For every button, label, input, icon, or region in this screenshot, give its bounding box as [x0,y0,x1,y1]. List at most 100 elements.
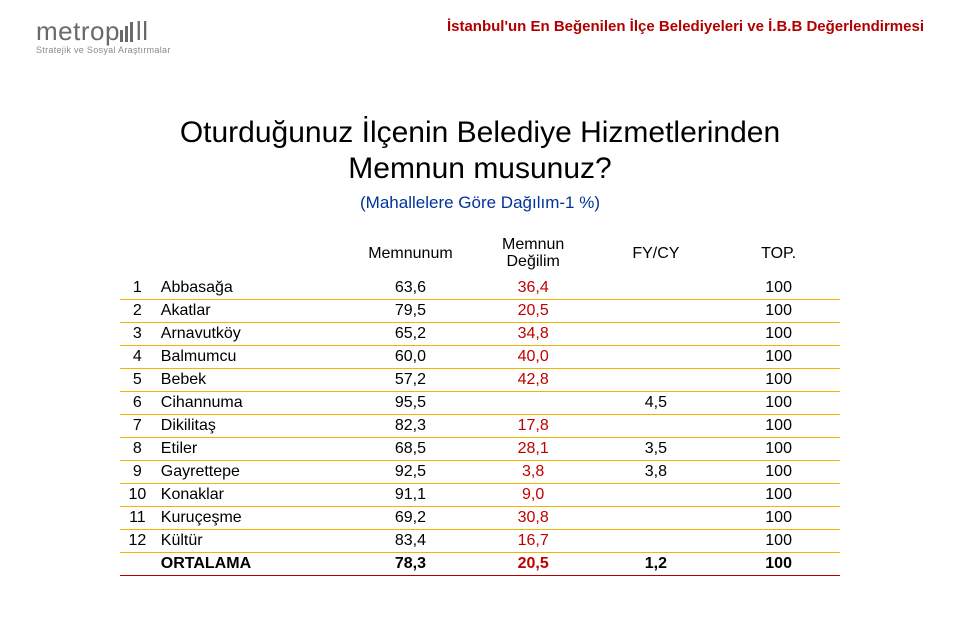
cell: 17,8 [472,414,595,437]
cell: Balmumcu [155,345,349,368]
cell: 28,1 [472,437,595,460]
cell: 100 [717,414,840,437]
cell: 5 [120,368,155,391]
cell: Bebek [155,368,349,391]
main-title: Oturduğunuz İlçenin Belediye Hizmetlerin… [36,115,924,187]
cell: 20,5 [472,299,595,322]
cell [595,368,718,391]
cell [595,345,718,368]
cell: 100 [717,529,840,552]
cell: 100 [717,345,840,368]
table-row: 2Akatlar79,520,5 100 [120,299,840,322]
avg-v2: 20,5 [472,552,595,575]
table-row: 11Kuruçeşme69,230,8 100 [120,506,840,529]
table-average-row: ORTALAMA 78,3 20,5 1,2 100 [120,552,840,575]
th-fycy: FY/CY [595,235,718,277]
cell: Dikilitaş [155,414,349,437]
main-title-line2: Memnun musunuz? [348,152,611,185]
cell: 9,0 [472,483,595,506]
table-row: 1Abbasağa63,636,4100 [120,277,840,300]
cell: 100 [717,322,840,345]
cell: 79,5 [349,299,472,322]
subtitle: (Mahallelere Göre Dağılım-1 %) [36,193,924,213]
cell: 68,5 [349,437,472,460]
cell: 3,8 [472,460,595,483]
cell: 9 [120,460,155,483]
cell: Akatlar [155,299,349,322]
cell: Etiler [155,437,349,460]
cell: Abbasağa [155,277,349,300]
cell [595,299,718,322]
cell: Konaklar [155,483,349,506]
table-head: Memnunum MemnunDeğilim FY/CY TOP. [120,235,840,277]
main-title-line1: Oturduğunuz İlçenin Belediye Hizmetlerin… [180,116,780,149]
cell: 6 [120,391,155,414]
cell: 8 [120,437,155,460]
cell: 92,5 [349,460,472,483]
cell: 10 [120,483,155,506]
table-row: 7Dikilitaş82,317,8100 [120,414,840,437]
table-row: 10Konaklar91,19,0 100 [120,483,840,506]
th-memnunum: Memnunum [349,235,472,277]
cell: 65,2 [349,322,472,345]
cell: 2 [120,299,155,322]
cell: 3 [120,322,155,345]
cell [595,529,718,552]
cell: Arnavutköy [155,322,349,345]
table-header-row: Memnunum MemnunDeğilim FY/CY TOP. [120,235,840,277]
cell: 3,8 [595,460,718,483]
table-body: 1Abbasağa63,636,41002Akatlar79,520,51003… [120,277,840,553]
table-row: 12Kültür83,416,7100 [120,529,840,552]
header-title: İstanbul'un En Beğenilen İlçe Belediyele… [447,18,924,35]
cell: 11 [120,506,155,529]
table-row: 8Etiler68,528,13,5100 [120,437,840,460]
cell: 100 [717,277,840,300]
logo-text-post: ll [136,18,149,44]
cell: 100 [717,299,840,322]
cell: 100 [717,483,840,506]
cell: 42,8 [472,368,595,391]
cell: 57,2 [349,368,472,391]
cell [595,277,718,300]
cell [595,322,718,345]
cell: Cihannuma [155,391,349,414]
th-idx [120,235,155,277]
cell [595,483,718,506]
cell: 3,5 [595,437,718,460]
cell [472,391,595,414]
cell: 1 [120,277,155,300]
table-row: 5Bebek57,242,8100 [120,368,840,391]
avg-v1: 78,3 [349,552,472,575]
cell: 82,3 [349,414,472,437]
avg-v3: 1,2 [595,552,718,575]
cell: Kültür [155,529,349,552]
cell: 91,1 [349,483,472,506]
cell: 100 [717,391,840,414]
cell: 4,5 [595,391,718,414]
cell: 95,5 [349,391,472,414]
cell: 34,8 [472,322,595,345]
logo-bars-icon [120,20,133,42]
logo-text-pre: metrop [36,18,120,44]
header-row: metrop ll Stratejik ve Sosyal Araştırmal… [36,18,924,55]
data-table: Memnunum MemnunDeğilim FY/CY TOP. 1Abbas… [120,235,840,576]
avg-name: ORTALAMA [155,552,349,575]
table-foot: ORTALAMA 78,3 20,5 1,2 100 [120,552,840,575]
cell: 4 [120,345,155,368]
th-top: TOP. [717,235,840,277]
cell: 40,0 [472,345,595,368]
avg-idx [120,552,155,575]
cell: Kuruçeşme [155,506,349,529]
page: metrop ll Stratejik ve Sosyal Araştırmal… [0,0,960,630]
cell: 100 [717,506,840,529]
cell: 30,8 [472,506,595,529]
logo-subtitle: Stratejik ve Sosyal Araştırmalar [36,46,171,55]
avg-v4: 100 [717,552,840,575]
logo: metrop ll Stratejik ve Sosyal Araştırmal… [36,18,171,55]
cell: 63,6 [349,277,472,300]
table-row: 4Balmumcu60,040,0100 [120,345,840,368]
cell: 12 [120,529,155,552]
cell: 69,2 [349,506,472,529]
table-wrap: Memnunum MemnunDeğilim FY/CY TOP. 1Abbas… [120,235,840,576]
cell: 100 [717,460,840,483]
